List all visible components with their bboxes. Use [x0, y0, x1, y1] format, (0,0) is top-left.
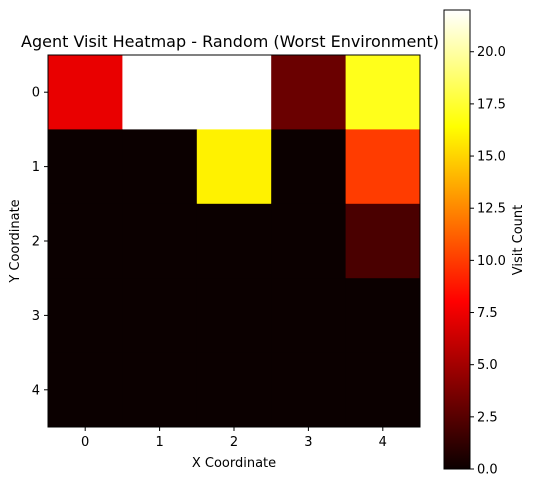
heatmap-cell	[122, 352, 198, 427]
colorbar-tick-label: 7.5	[477, 306, 498, 321]
heatmap-cell	[196, 203, 272, 279]
heatmap-cell	[271, 55, 347, 130]
heatmap-cell	[48, 278, 123, 354]
x-axis-ticks: 0 1 2 3 4	[81, 427, 387, 450]
colorbar-tick-label: 12.5	[477, 202, 506, 217]
y-tick-label: 3	[32, 309, 40, 324]
colorbar-tick-label: 2.5	[477, 410, 498, 425]
chart-title: Agent Visit Heatmap - Random (Worst Envi…	[21, 32, 439, 51]
heatmap-cell	[48, 352, 123, 427]
heatmap-cell	[271, 129, 347, 205]
colorbar-tick-label: 15.0	[477, 150, 506, 165]
heatmap-cell	[271, 203, 347, 279]
colorbar-tick-label: 20.0	[477, 45, 506, 60]
heatmap-cell	[345, 55, 420, 130]
x-tick-label: 4	[379, 435, 387, 450]
heatmap-cell	[122, 129, 198, 205]
heatmap-cell	[271, 352, 347, 427]
x-axis-label: X Coordinate	[192, 456, 276, 471]
heatmap-cell	[48, 129, 123, 205]
heatmap-cell	[345, 352, 420, 427]
heatmap-cell	[122, 278, 198, 354]
colorbar-tick-label: 10.0	[477, 254, 506, 269]
colorbar-ticks: 0.0 2.5 5.0 7.5 10.0 12.5 15.0 17.5 20.0	[470, 45, 506, 478]
y-tick-label: 1	[32, 160, 40, 175]
heatmap-cell	[196, 129, 272, 205]
colorbar-tick-label: 5.0	[477, 358, 498, 373]
y-tick-label: 0	[32, 86, 40, 101]
heatmap-cell	[122, 203, 198, 279]
y-axis-ticks: 0 1 2 3 4	[32, 86, 48, 398]
heatmap-cell	[122, 55, 198, 130]
heatmap-cell	[196, 55, 272, 130]
x-tick-label: 0	[81, 435, 89, 450]
heatmap-cell	[345, 278, 420, 354]
heatmap-cell	[345, 129, 420, 205]
colorbar-tick-label: 17.5	[477, 97, 506, 112]
heatmap-cell	[196, 278, 272, 354]
heatmap-cell	[48, 55, 123, 130]
colorbar	[443, 9, 471, 470]
y-axis-label: Y Coordinate	[8, 199, 23, 283]
y-tick-label: 4	[32, 383, 40, 398]
colorbar-label: Visit Count	[511, 205, 526, 275]
heatmap-cell	[271, 278, 347, 354]
y-tick-label: 2	[32, 235, 40, 250]
heatmap-cell	[48, 203, 123, 279]
x-tick-label: 3	[304, 435, 312, 450]
colorbar-tick-label: 0.0	[477, 463, 498, 478]
heatmap-cell	[196, 352, 272, 427]
x-tick-label: 2	[230, 435, 238, 450]
heatmap-cells	[48, 55, 420, 427]
heatmap-cell	[345, 203, 420, 279]
x-tick-label: 1	[155, 435, 163, 450]
